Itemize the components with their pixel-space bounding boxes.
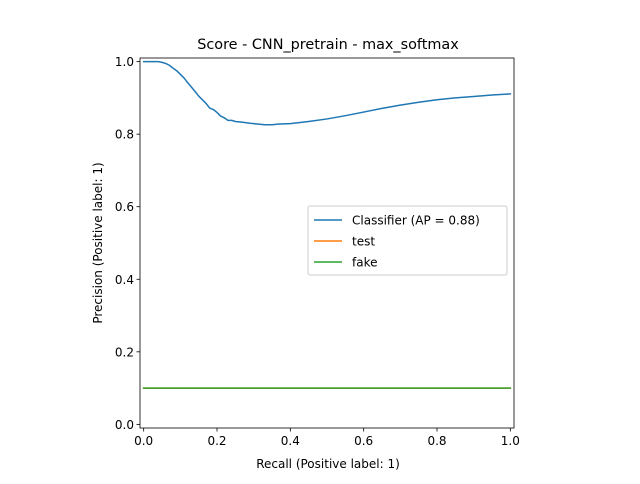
y-tick-label: 0.8 [115, 128, 134, 142]
legend-label-fake: fake [352, 256, 377, 270]
x-axis-ticks: 0.0 0.2 0.4 0.6 0.8 1.0 [134, 428, 520, 448]
series-line-classifier [142, 60, 512, 126]
y-axis-label: Precision (Positive label: 1) [91, 162, 105, 323]
y-tick-label: 0.0 [115, 418, 134, 432]
x-tick-label: 0.0 [134, 434, 153, 448]
y-tick-label: 0.6 [115, 200, 134, 214]
x-axis-label: Recall (Positive label: 1) [256, 457, 400, 471]
legend-box [307, 205, 508, 276]
y-tick-label: 0.2 [115, 345, 134, 359]
y-axis-ticks: 0.0 0.2 0.4 0.6 0.8 1.0 [115, 55, 140, 432]
x-tick-label: 0.2 [207, 434, 226, 448]
legend: Classifier (AP = 0.88) test fake [307, 205, 508, 276]
x-tick-label: 0.8 [427, 434, 446, 448]
x-tick-label: 1.0 [501, 434, 520, 448]
x-tick-label: 0.4 [281, 434, 300, 448]
x-tick-label: 0.6 [354, 434, 373, 448]
legend-label-test: test [352, 235, 375, 249]
y-tick-label: 0.4 [115, 273, 134, 287]
legend-label-classifier: Classifier (AP = 0.88) [352, 214, 480, 228]
chart-title: Score - CNN_pretrain - max_softmax [197, 37, 459, 53]
series-layer [142, 60, 512, 389]
plot-frame [139, 57, 515, 429]
y-tick-label: 1.0 [115, 55, 134, 69]
